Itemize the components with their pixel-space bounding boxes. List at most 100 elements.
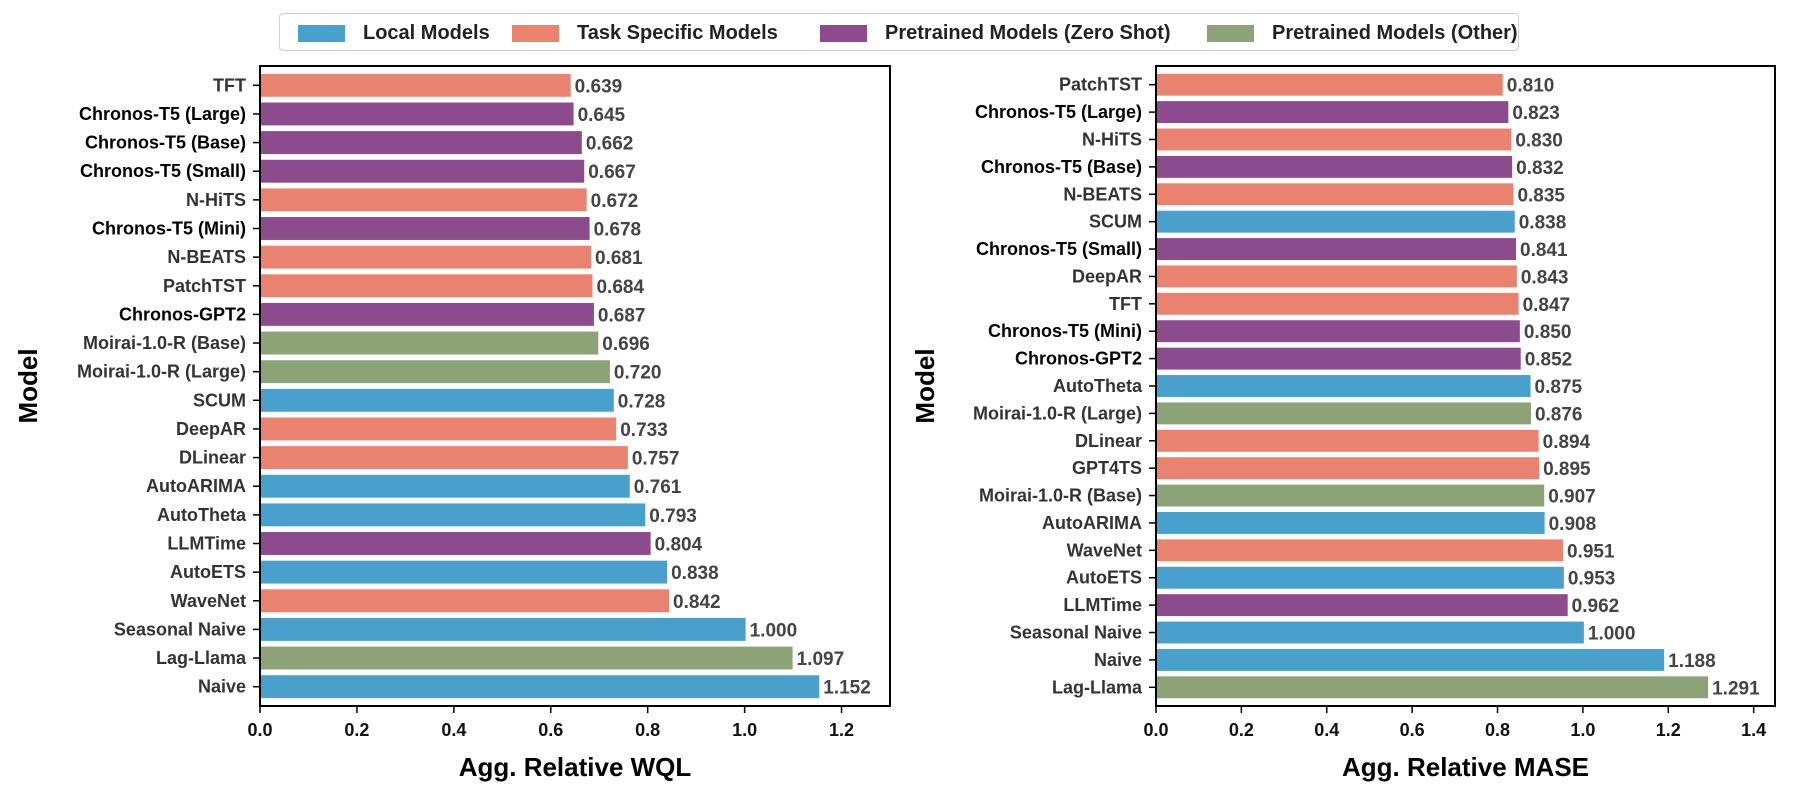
bar [1157, 155, 1513, 178]
category-label: DLinear [179, 448, 246, 468]
bar-value-label: 0.810 [1507, 76, 1555, 97]
bar [261, 360, 610, 384]
bar-value-label: 0.835 [1517, 185, 1565, 206]
bar-value-label: 0.838 [1519, 213, 1567, 234]
bar [1157, 347, 1521, 370]
category-label: Chronos-T5 (Mini) [988, 321, 1142, 341]
category-label: PatchTST [163, 276, 246, 296]
bar-value-label: 0.645 [578, 105, 626, 126]
bar-value-label: 0.875 [1535, 377, 1583, 398]
bar-value-label: 1.000 [1588, 624, 1636, 645]
y-axis-title: Model [13, 348, 43, 423]
category-label: WaveNet [1067, 540, 1142, 560]
bar [261, 646, 793, 670]
bar-value-label: 0.793 [649, 506, 697, 527]
bar-value-label: 0.852 [1525, 350, 1573, 371]
bar [1157, 512, 1545, 534]
x-tick-label: 0.6 [538, 720, 563, 740]
category-label: Moirai-1.0-R (Large) [973, 403, 1142, 423]
bar [261, 589, 670, 613]
bar [261, 217, 590, 240]
x-tick-label: 1.4 [1741, 720, 1766, 740]
legend-label: Task Specific Models [577, 21, 778, 44]
bar-value-label: 0.687 [598, 305, 646, 326]
bar-value-label: 1.097 [797, 649, 845, 670]
bar [1157, 73, 1503, 96]
bar [1157, 265, 1517, 288]
bar-value-label: 0.908 [1549, 514, 1597, 535]
bar-value-label: 0.823 [1512, 103, 1560, 124]
legend-item-task: Task Specific Models [512, 14, 778, 52]
bar-value-label: 0.841 [1520, 240, 1568, 261]
category-label: PatchTST [1059, 75, 1142, 95]
category-label: Moirai-1.0-R (Base) [83, 333, 246, 353]
bar-value-label: 0.838 [671, 563, 719, 584]
bar [261, 417, 617, 441]
x-tick-label: 1.0 [1570, 720, 1595, 740]
bar-value-label: 0.667 [588, 162, 636, 183]
bar-value-label: 0.696 [602, 334, 650, 355]
bar [1157, 648, 1665, 671]
bar-value-label: 0.672 [591, 191, 639, 212]
category-label: N-HiTS [1082, 129, 1142, 149]
y-axis-title: Model [910, 348, 940, 423]
category-label: Lag-Llama [1052, 677, 1143, 697]
category-label: Naive [1094, 650, 1142, 670]
x-tick-label: 0.2 [1229, 720, 1254, 740]
legend: Local Models Task Specific Models Pretra… [279, 13, 1519, 51]
bar [1157, 594, 1568, 617]
x-axis-title: Agg. Relative MASE [1342, 752, 1589, 782]
bar [1157, 676, 1709, 699]
bar-value-label: 0.876 [1535, 404, 1583, 425]
bar [261, 331, 599, 355]
bar-value-label: 1.291 [1712, 678, 1760, 699]
bar [261, 503, 646, 527]
x-tick-label: 0.0 [1143, 720, 1168, 740]
category-label: AutoETS [1066, 568, 1142, 588]
bar [261, 446, 628, 470]
bar [1157, 402, 1531, 425]
legend-swatch-local [298, 24, 345, 42]
x-tick-label: 1.0 [732, 720, 757, 740]
legend-label: Pretrained Models (Zero Shot) [885, 21, 1171, 44]
legend-label: Local Models [363, 21, 490, 44]
x-tick-label: 0.0 [247, 720, 272, 740]
bar-value-label: 0.832 [1516, 158, 1564, 179]
bar-value-label: 0.804 [655, 535, 703, 556]
bar [1157, 210, 1515, 233]
bar [261, 617, 746, 641]
x-tick-label: 0.4 [441, 720, 466, 740]
x-tick-label: 1.2 [829, 720, 854, 740]
bar [261, 302, 594, 326]
category-label: WaveNet [171, 591, 246, 611]
bar-value-label: 0.962 [1572, 596, 1620, 617]
chart-mase: 0.810 PatchTST 0.823 Chronos-T5 (Large) 0.83… [910, 65, 1776, 782]
bar-value-label: 1.000 [750, 620, 798, 641]
x-tick-label: 0.2 [344, 720, 369, 740]
bar [261, 388, 614, 412]
category-label: Moirai-1.0-R (Base) [979, 486, 1142, 506]
bar-value-label: 0.761 [634, 477, 682, 498]
bar-value-label: 0.907 [1548, 487, 1596, 508]
category-label: Chronos-T5 (Small) [80, 161, 246, 181]
category-label: TFT [1109, 294, 1142, 314]
bar [261, 102, 574, 126]
category-label: LLMTime [167, 534, 246, 554]
category-label: TFT [213, 75, 246, 95]
category-label: AutoARIMA [146, 476, 246, 496]
bar [261, 131, 582, 155]
category-label: AutoARIMA [1042, 513, 1142, 533]
bar-value-label: 0.830 [1515, 130, 1563, 151]
bar [1157, 128, 1512, 151]
legend-swatch-zero [820, 24, 867, 42]
category-label: Chronos-GPT2 [1015, 349, 1142, 369]
bar-value-label: 0.681 [595, 248, 643, 269]
bar [1157, 183, 1514, 206]
legend-item-zero: Pretrained Models (Zero Shot) [820, 14, 1171, 52]
bar [261, 532, 651, 555]
x-axis-title: Agg. Relative WQL [459, 752, 692, 782]
category-label: DeepAR [1072, 266, 1142, 286]
category-label: Moirai-1.0-R (Large) [77, 362, 246, 382]
legend-label: Pretrained Models (Other) [1272, 21, 1518, 44]
